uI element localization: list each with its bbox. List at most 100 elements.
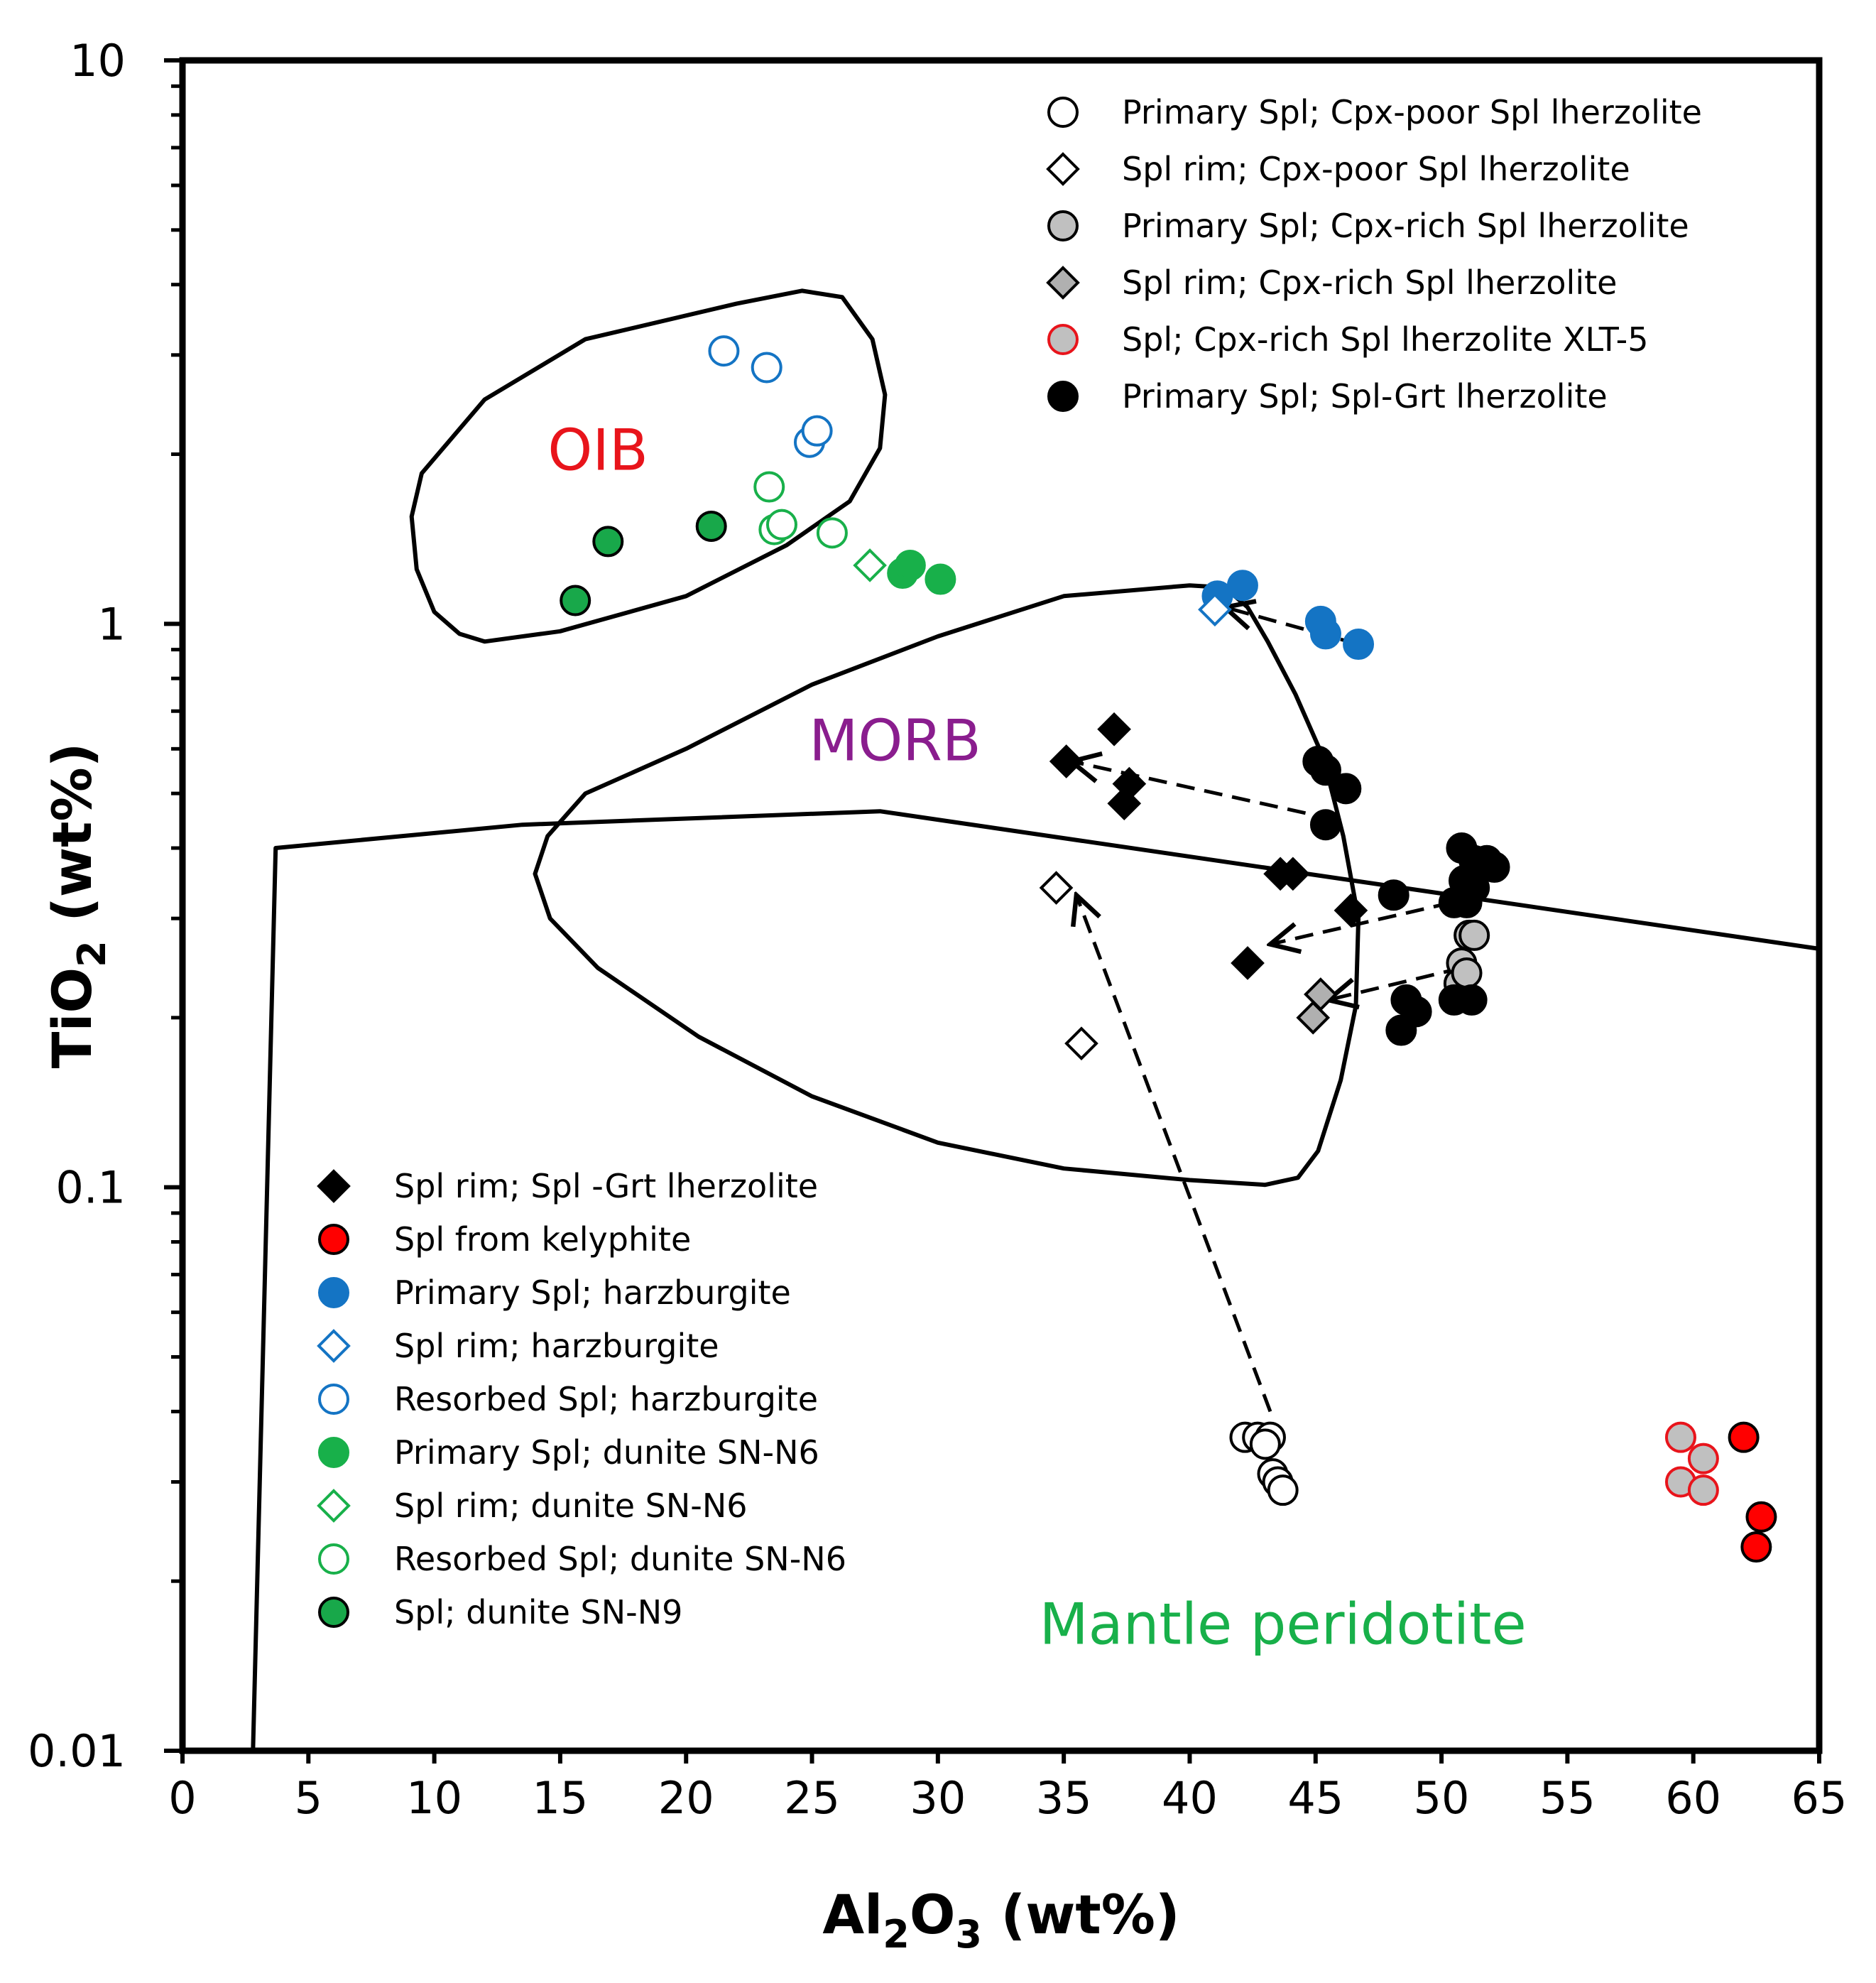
legend-marker-10 [317, 1329, 351, 1363]
legend-marker-4 [1046, 266, 1080, 300]
x-tick-label-45: 45 [1287, 1772, 1343, 1824]
data-point-s9-p2 [1226, 570, 1258, 602]
x-tick-label-30: 30 [910, 1772, 966, 1824]
data-point-s13-p1 [853, 548, 887, 582]
legend-marker-14 [318, 1543, 349, 1575]
x-tick-label-35: 35 [1036, 1772, 1092, 1824]
legend-label-5: Spl; Cpx-rich Spl lherzolite XLT-5 [1122, 320, 1649, 359]
legend-label-8: Spl from kelyphite [394, 1220, 691, 1259]
data-point-s15-p2 [592, 526, 624, 558]
legend-bottom-left: Spl rim; Spl -Grt lherzolite Spl from kel… [317, 1167, 846, 1631]
legend-label-7: Spl rim; Spl -Grt lherzolite [394, 1167, 818, 1205]
data-point-s6-p18 [1385, 1014, 1417, 1046]
legend-marker-15 [318, 1597, 349, 1628]
data-point-s7-p2 [1049, 744, 1084, 778]
data-point-s6-p12 [1451, 886, 1483, 918]
y-tick-label-1: 0.1 [55, 1162, 126, 1214]
x-tick-label-15: 15 [532, 1772, 588, 1824]
x-tick-label-10: 10 [406, 1772, 462, 1824]
legend-label-3: Primary Spl; Cpx-rich Spl lherzolite [1122, 207, 1689, 245]
x-axis-ticks: 0 5 10 15 20 25 30 35 40 45 50 55 60 65 [168, 1751, 1847, 1824]
y-tick-label-3: 10 [70, 35, 126, 87]
data-point-s6-p13 [1378, 879, 1409, 911]
field-label-morb: MORB [809, 708, 981, 774]
legend-marker-1 [1047, 97, 1079, 128]
x-axis-label: Al2O3 (wt%) [822, 1883, 1179, 1957]
data-point-s5-p4 [1687, 1474, 1719, 1506]
trend-arrow-3 [1071, 761, 1334, 821]
field-label-oib: OIB [547, 417, 648, 483]
data-point-s7-p4 [1107, 786, 1142, 821]
field-label-mantle-peridotite: Mantle peridotite [1040, 1591, 1527, 1657]
legend-label-11: Resorbed Spl; harzburgite [394, 1380, 818, 1418]
legend-marker-11 [318, 1384, 349, 1415]
x-tick-label-25: 25 [784, 1772, 840, 1824]
data-point-s12-p2 [894, 549, 926, 581]
x-tick-label-55: 55 [1539, 1772, 1596, 1824]
data-point-s7-p1 [1097, 712, 1131, 746]
legend-marker-13 [317, 1489, 351, 1523]
data-point-s8-p3 [1740, 1531, 1772, 1563]
data-point-s11-p1 [708, 335, 740, 367]
data-point-s11-p2 [751, 352, 782, 384]
plot-frame [179, 57, 1823, 1754]
trend-arrows [1071, 607, 1463, 1413]
data-point-s6-p15 [1456, 984, 1488, 1016]
data-point-s10-p1 [1198, 592, 1232, 627]
legend-marker-5 [1047, 324, 1079, 355]
data-point-s7-p6 [1276, 857, 1310, 891]
legend-label-6: Primary Spl; Spl-Grt lherzolite [1122, 377, 1608, 415]
data-points [560, 335, 1777, 1563]
legend-marker-9 [318, 1277, 349, 1308]
data-point-s1-p7 [1267, 1474, 1299, 1506]
trend-arrow-2 [1225, 607, 1359, 646]
y-tick-label-0: 0.01 [28, 1725, 126, 1777]
x-tick-label-60: 60 [1665, 1772, 1721, 1824]
legend-top-right: Primary Spl; Cpx-poor Spl lherzolite Spl … [1046, 93, 1702, 415]
field-boundaries [251, 288, 1820, 1751]
data-point-s15-p1 [560, 585, 591, 616]
data-point-s11-p4 [801, 415, 833, 447]
data-point-s12-p3 [925, 563, 956, 595]
data-point-s7-p7 [1334, 893, 1368, 928]
legend-marker-12 [318, 1437, 349, 1468]
data-point-s6-p3 [1330, 773, 1362, 805]
legend-marker-6 [1047, 381, 1079, 412]
data-point-s14-p4 [816, 517, 848, 549]
field-labels: OIB MORB Mantle peridotite [547, 417, 1526, 1657]
data-point-s2-p2 [1064, 1026, 1098, 1060]
data-point-s8-p1 [1728, 1421, 1760, 1453]
x-tick-label-20: 20 [658, 1772, 714, 1824]
data-point-s7-p8 [1231, 946, 1265, 980]
legend-marker-2 [1046, 152, 1080, 186]
legend-label-12: Primary Spl; dunite SN-N6 [394, 1433, 819, 1472]
x-tick-label-50: 50 [1414, 1772, 1470, 1824]
legend-label-2: Spl rim; Cpx-poor Spl lherzolite [1122, 150, 1630, 188]
x-tick-label-0: 0 [168, 1772, 196, 1824]
data-point-s1-p4 [1249, 1428, 1281, 1460]
legend-marker-8 [318, 1224, 349, 1255]
trend-arrow-1 [1076, 895, 1272, 1413]
legend-marker-7 [317, 1169, 351, 1203]
data-point-s2-p1 [1039, 871, 1074, 905]
data-point-s6-p8 [1478, 851, 1510, 883]
legend-label-1: Primary Spl; Cpx-poor Spl lherzolite [1122, 93, 1702, 131]
x-tick-label-5: 5 [295, 1772, 322, 1824]
legend-marker-3 [1047, 210, 1079, 241]
trend-arrow-4 [1270, 901, 1452, 945]
x-tick-label-65: 65 [1792, 1772, 1848, 1824]
y-axis-label: TiO2 (wt%) [40, 743, 114, 1069]
data-point-s6-p4 [1309, 809, 1341, 841]
data-point-s14-p1 [753, 471, 785, 503]
data-point-s9-p4 [1309, 618, 1341, 650]
legend-label-10: Spl rim; harzburgite [394, 1327, 719, 1365]
x-tick-label-40: 40 [1162, 1772, 1218, 1824]
legend-label-15: Spl; dunite SN-N9 [394, 1593, 682, 1631]
legend-label-4: Spl rim; Cpx-rich Spl lherzolite [1122, 264, 1617, 302]
data-point-s6-p2 [1309, 754, 1341, 786]
legend-label-14: Resorbed Spl; dunite SN-N6 [394, 1540, 846, 1578]
data-point-s3-p4 [1451, 957, 1483, 989]
field-boundary-mantle-peridotite [251, 809, 1820, 1751]
trend-arrow-5 [1329, 966, 1463, 1000]
